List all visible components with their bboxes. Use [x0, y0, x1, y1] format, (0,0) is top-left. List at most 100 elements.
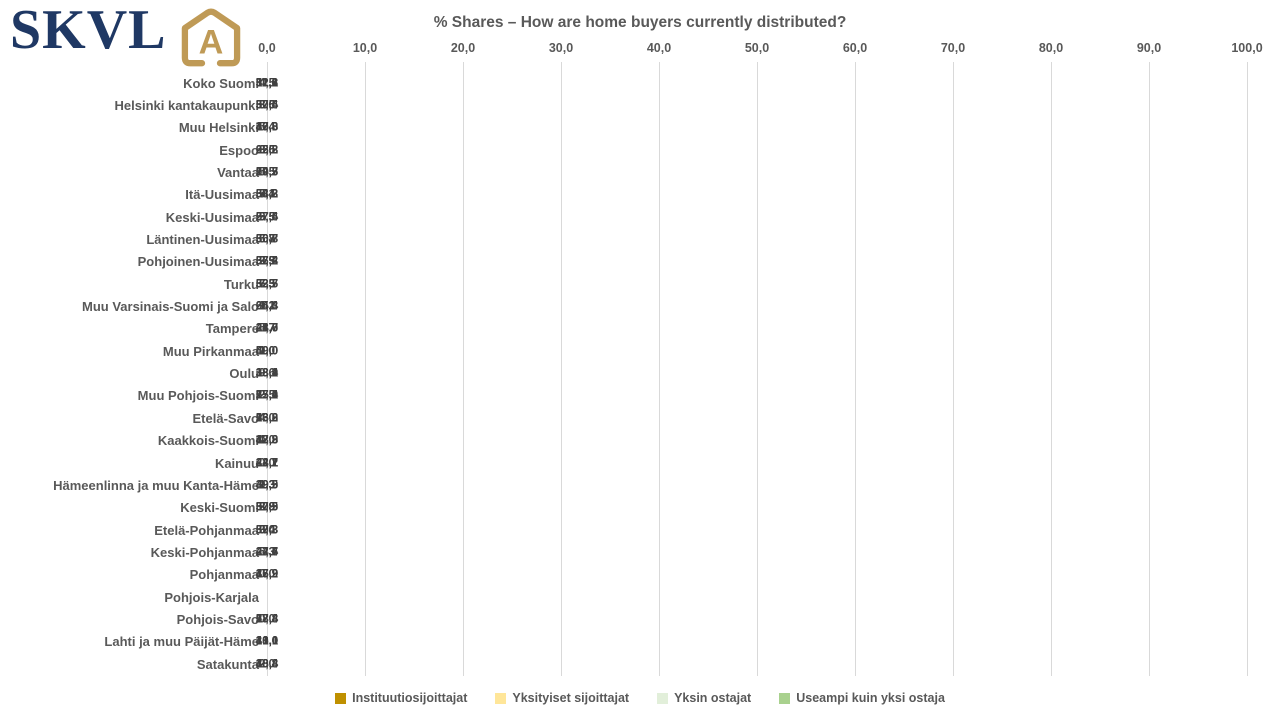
value-label: 40,0: [255, 635, 279, 648]
value-label: 38,4: [255, 658, 279, 671]
value-label: 26,0: [255, 412, 279, 425]
bar-row: Satakunta 2,0 10,8 38,4 48,8: [0, 653, 1280, 675]
value-label: 57,5: [255, 501, 279, 514]
value-label: 5,3: [259, 546, 275, 559]
value-label: 47,8: [255, 434, 279, 447]
value-label: 56,2: [255, 255, 279, 268]
bar-track: 1,0 12,9 38,3 47,8: [256, 430, 1247, 452]
value-label: 5,7: [259, 322, 275, 335]
category-label: Oulu: [229, 366, 259, 382]
category-label: Turku: [223, 276, 259, 292]
bar-row: Lahti ja muu Päijät-Häme 13,1 16,0 31,0 40,0: [0, 631, 1280, 653]
category-label: Läntinen-Uusimaa: [146, 232, 259, 248]
bar-row: Muu Helsinki 5,4 10,0 36,8 47,8: [0, 117, 1280, 139]
category-label: Keski-Pohjanmaa: [150, 544, 259, 560]
value-label: 2,5: [259, 389, 275, 402]
x-axis-tick-label: 0,0: [258, 41, 276, 55]
legend-swatch: [495, 692, 507, 704]
value-label: 29,3: [255, 166, 279, 179]
legend-item-yksityiset-sijoittajat: Yksityiset sijoittajat: [495, 691, 629, 705]
category-label: Etelä-Savo: [192, 410, 259, 426]
value-label: 6,3: [259, 278, 275, 291]
value-label: 10,7: [255, 166, 279, 179]
value-label: 30,6: [255, 99, 279, 112]
bar-track: 5,7 21,0 28,7 44,6: [256, 318, 1247, 340]
value-label: 28,8: [255, 613, 279, 626]
value-label: 3,9: [259, 255, 275, 268]
value-label: 2,0: [259, 658, 275, 671]
value-label: 3,4: [259, 524, 275, 537]
value-label: 57,4: [255, 211, 279, 224]
value-label: 1,0: [259, 345, 275, 358]
value-label: 49,5: [255, 479, 279, 492]
value-label: 57,4: [255, 99, 279, 112]
value-label: 44,4: [255, 546, 279, 559]
category-label: Pohjanmaa: [189, 567, 259, 583]
value-label: 40,0: [255, 345, 279, 358]
value-label: 37,4: [255, 255, 279, 268]
value-label: 1,1: [259, 300, 275, 313]
x-axis-tick-label: 70,0: [940, 41, 966, 55]
value-label: 10,0: [255, 121, 279, 134]
x-axis: 0,0 10,0 20,0 30,0 40,0 50,0 60,0 70,0 80,0 90,0 1…: [258, 41, 1262, 57]
category-label: Itä-Uusimaa: [185, 187, 259, 203]
bar-track: 1,1 9,2 25,4 64,3: [256, 295, 1247, 317]
value-label: 53,5: [255, 278, 279, 291]
bar-track: 1,3 9,3 39,9 49,5: [256, 474, 1247, 496]
value-label: 3,5: [259, 99, 275, 112]
bar-track: 2,0 10,8 38,4 48,8: [256, 653, 1247, 675]
value-label: 7,5: [259, 278, 275, 291]
value-label: 12,9: [255, 434, 279, 447]
category-label: Koko Suomi: [183, 75, 259, 91]
category-label: Muu Pirkanmaa: [162, 343, 259, 359]
bar-row: Espoo 3,5 8,6 25,8 62,2: [0, 139, 1280, 161]
bar-row: Kainuu 0,0 34,1 22,7 43,2: [0, 452, 1280, 474]
bar-row: Hämeenlinna ja muu Kanta-Häme 1,3 9,3 39,9 4…: [0, 474, 1280, 496]
bar-track: [267, 586, 1247, 608]
plot-region: Koko Suomi 4,5 11,6 31,8 52,1 Helsinki kantak…: [0, 62, 1280, 676]
bar-track: 5,5 9,5 27,6 57,4: [256, 206, 1247, 228]
value-label: 52,1: [255, 77, 279, 90]
value-label: 62,2: [255, 144, 279, 157]
bar-row: Oulu 9,6 18,4 33,1 38,9: [0, 362, 1280, 384]
legend-swatch: [657, 692, 669, 704]
bar-track: 0,0 34,1 22,7 43,2: [256, 452, 1247, 474]
x-axis-tick-label: 80,0: [1038, 41, 1064, 55]
value-label: 44,6: [255, 322, 279, 335]
category-label: Muu Varsinais-Suomi ja Salo: [82, 299, 259, 315]
value-label: 30,7: [255, 233, 279, 246]
value-label: 48,8: [255, 658, 279, 671]
value-label: 56,8: [255, 412, 279, 425]
bar-track: 4,0 13,2 26,0 56,8: [256, 407, 1247, 429]
value-label: 0,0: [259, 457, 275, 470]
value-label: 47,8: [255, 121, 279, 134]
legend-item-useampi-kuin-yksi-ostaja: Useampi kuin yksi ostaja: [779, 691, 945, 705]
value-label: 10,8: [255, 658, 279, 671]
value-label: 38,9: [255, 367, 279, 380]
bar-rows: Koko Suomi 4,5 11,6 31,8 52,1 Helsinki kantak…: [0, 72, 1280, 675]
value-label: 36,8: [255, 121, 279, 134]
bar-row: Pohjois-Savo 0,0 13,8 28,8 57,4: [0, 608, 1280, 630]
value-label: 7,1: [259, 188, 275, 201]
bar-track: 0,0 16,2 47,9 35,9: [256, 564, 1247, 586]
value-label: 55,4: [255, 389, 279, 402]
value-label: 57,4: [255, 613, 279, 626]
bar-track: 5,8 6,7 30,7 56,8: [256, 228, 1247, 250]
category-label: Keski-Uusimaa: [165, 209, 259, 225]
value-label: 27,6: [255, 211, 279, 224]
value-label: 5,8: [259, 233, 275, 246]
bar-row: Läntinen-Uusimaa 5,8 6,7 30,7 56,8: [0, 228, 1280, 250]
x-axis-tick-label: 40,0: [646, 41, 672, 55]
value-label: 0,0: [259, 613, 275, 626]
value-label: 0,0: [259, 524, 275, 537]
value-label: 39,9: [255, 479, 279, 492]
category-label: Vantaa: [217, 165, 259, 181]
bar-row: Pohjoinen-Uusimaa 2,5 3,9 37,4 56,2: [0, 251, 1280, 273]
bar-track: 13,1 16,0 31,0 40,0: [256, 631, 1247, 653]
value-label: 43,2: [255, 457, 279, 470]
value-label: 9,2: [259, 300, 275, 313]
value-label: 54,5: [255, 166, 279, 179]
value-label: 33,1: [255, 367, 279, 380]
category-label: Pohjoinen-Uusimaa: [137, 254, 259, 270]
category-label: Muu Helsinki: [178, 120, 259, 136]
